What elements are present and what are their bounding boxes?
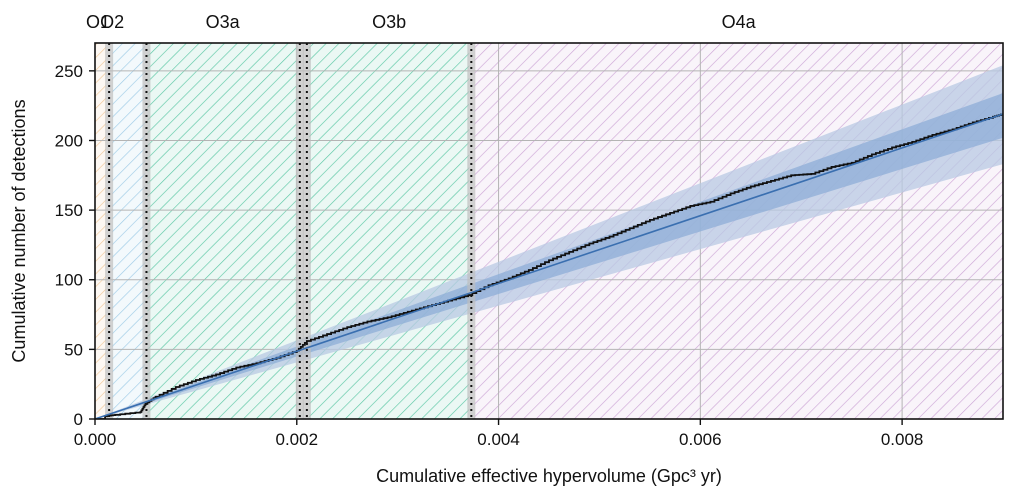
y-tick-label: 100 <box>55 271 83 290</box>
data-series <box>95 113 1003 419</box>
observed-detections-line <box>95 113 1003 419</box>
boundary-shade <box>467 43 476 419</box>
boundary-shade <box>302 43 311 419</box>
run-region-o3b <box>308 43 470 419</box>
y-axis-label: Cumulative number of detections <box>9 99 29 362</box>
run-label-o2: O2 <box>100 12 124 32</box>
expected-detections-line <box>95 113 1003 419</box>
x-axis-ticks: 0.000 0.002 0.004 0.006 0.008 <box>74 419 924 449</box>
run-region-o1 <box>95 43 107 419</box>
run-label-o4a: O4a <box>722 12 757 32</box>
x-tick-label: 0.006 <box>679 430 722 449</box>
x-tick-label: 0.000 <box>74 430 117 449</box>
run-label-o3b: O3b <box>372 12 406 32</box>
run-region-o2 <box>112 43 146 419</box>
y-axis-ticks: 0 50 100 150 200 250 <box>55 62 95 429</box>
confidence-bands <box>95 65 1003 419</box>
x-tick-label: 0.008 <box>881 430 924 449</box>
x-axis-label: Cumulative effective hypervolume (Gpc³ y… <box>376 466 722 486</box>
y-tick-label: 250 <box>55 62 83 81</box>
band-outer <box>95 65 1003 419</box>
y-tick-label: 200 <box>55 131 83 150</box>
y-tick-label: 150 <box>55 201 83 220</box>
y-tick-label: 50 <box>64 340 83 359</box>
observing-run-regions <box>95 43 1003 419</box>
plot-frame <box>94 42 1004 420</box>
boundary-shade <box>105 43 114 419</box>
y-tick-label: 0 <box>74 410 83 429</box>
run-label-o1: O1 <box>86 12 110 32</box>
boundary-shade <box>295 43 304 419</box>
run-boundaries <box>105 43 476 419</box>
x-tick-label: 0.004 <box>477 430 520 449</box>
x-tick-label: 0.002 <box>276 430 319 449</box>
band-inner <box>95 93 1003 419</box>
run-label-o3a: O3a <box>206 12 241 32</box>
boundary-shade <box>142 43 151 419</box>
